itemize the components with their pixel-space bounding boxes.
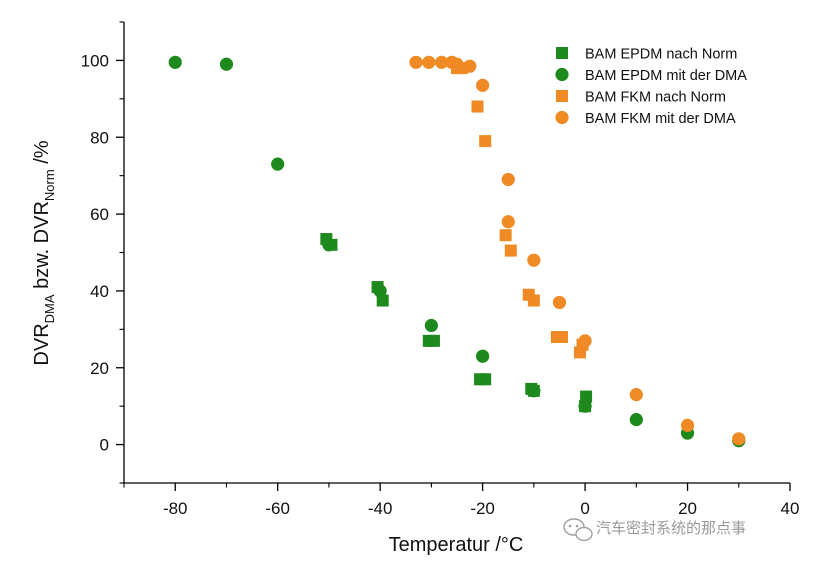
legend-label: BAM EPDM mit der DMA [585,68,747,84]
x-tick-label: 20 [678,499,697,518]
square-point [504,244,517,257]
legend-label: BAM FKM nach Norm [585,90,726,106]
circle-point [409,55,423,69]
circle-point [732,432,746,446]
x-axis-ticks: -80 -60 -40 -20 0 20 40 [123,483,800,518]
y-tick-label: 100 [81,51,109,70]
square-point [499,229,512,242]
x-tick-label: -40 [368,499,393,518]
circle-point [680,418,695,432]
circle-point [476,78,490,92]
y-axis-ticks: 0 20 40 60 80 100 [81,21,124,484]
y-tick-label: 40 [90,282,109,301]
legend-symbol [555,110,569,125]
y-tick-label: 60 [90,205,109,224]
square-point [556,331,569,344]
y-axis-title-sub-norm: Norm [42,169,57,201]
square-point [527,294,540,307]
chat-bubble-icon [563,518,593,542]
circle-point [578,399,592,413]
y-axis-title-middle: bzw. DVR [31,201,53,294]
y-tick-label: 80 [90,128,109,147]
watermark-text: 汽车密封系统的那点事 [596,519,746,537]
y-axis-title-sub-dma: DMA [42,294,57,323]
legend-label: BAM EPDM nach Norm [585,47,737,63]
circle-point [501,172,515,187]
square-point [376,294,389,307]
y-axis-title: DVRDMA bzw. DVRNorm /% [31,140,57,365]
data-markers [168,55,746,448]
circle-point [322,238,336,252]
circle-point [629,388,643,402]
x-axis-title: Temperatur /°C [389,534,524,556]
square-point [427,334,440,347]
circle-point [476,349,490,363]
legend-symbol [556,90,568,102]
y-axis-title-main: DVR [31,323,53,365]
legend-symbol [555,67,569,82]
circle-point [527,384,541,398]
circle-point [219,57,234,71]
y-axis-title-unit: /% [31,140,53,169]
circle-point [435,55,449,69]
legend-symbol [556,47,568,59]
x-tick-label: 40 [781,499,800,518]
circle-point [463,59,477,73]
watermark: 汽车密封系统的那点事 [563,518,746,542]
circle-point [422,55,436,69]
square-point [471,100,484,113]
legend-label: BAM FKM mit der DMA [585,111,736,127]
square-point [580,390,593,403]
circle-point [501,215,515,229]
circle-point [450,57,464,71]
x-tick-label: -80 [163,499,188,518]
x-tick-label: -20 [470,499,495,518]
x-tick-label: -60 [265,499,290,518]
y-tick-label: 0 [100,436,109,455]
circle-point [527,253,541,267]
x-tick-label: 0 [580,499,589,518]
circle-point [168,55,182,69]
circle-point [271,157,285,171]
y-tick-label: 20 [90,359,109,378]
circle-point [578,334,592,348]
legend: BAM EPDM nach Norm BAM EPDM mit der DMA BA… [555,47,747,127]
square-point [479,373,492,386]
series-4 [409,55,746,446]
circle-point [552,295,567,310]
circle-point [629,413,643,427]
square-point [479,135,492,148]
circle-point [424,318,438,333]
circle-point [373,284,387,298]
